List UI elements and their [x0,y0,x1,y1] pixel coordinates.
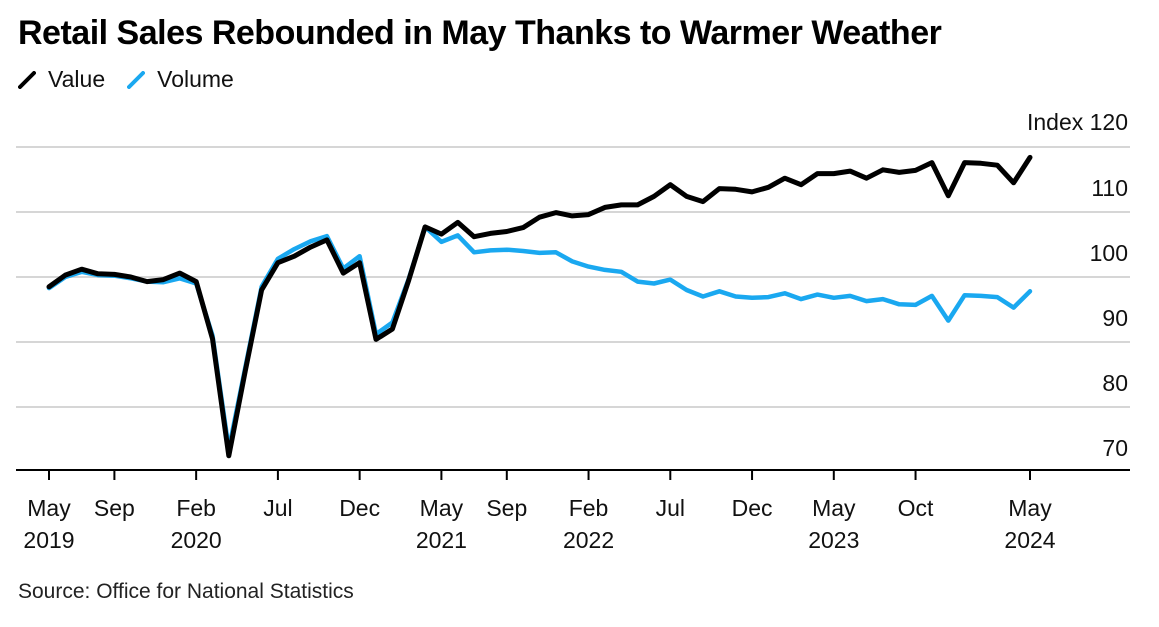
x-tick-label-month: Sep [94,495,135,521]
x-tick-label-year: 2022 [563,527,614,553]
y-tick-label: 110 [1091,175,1128,201]
series-line-volume [46,224,1033,452]
legend-label-value: Value [48,66,106,92]
x-tick-label-month: Dec [732,495,773,521]
legend: Value Volume [18,66,256,93]
x-tick-label-month: Feb [569,495,609,521]
y-tick-label: 80 [1102,370,1128,396]
x-tick-label-year: 2024 [1004,527,1055,553]
legend-line-icon-value [18,70,36,89]
x-tick-label-month: May [27,495,71,521]
y-tick-label: 100 [1090,240,1128,266]
x-tick-label-year: 2020 [171,527,222,553]
y-tick-label: 70 [1102,435,1128,461]
x-tick-label-month: Oct [898,495,934,521]
legend-label-volume: Volume [157,66,234,92]
chart-title: Retail Sales Rebounded in May Thanks to … [18,14,942,52]
x-tick-label-month: Jul [656,495,685,521]
y-tick-label: Index 120 [1027,109,1128,135]
legend-item-value: Value [18,66,105,93]
x-tick-label-month: Sep [486,495,527,521]
x-tick-label-month: Dec [339,495,380,521]
source-note: Source: Office for National Statistics [18,580,354,603]
x-tick-label-month: May [1008,495,1052,521]
legend-item-volume: Volume [127,66,234,93]
x-tick-label-month: May [812,495,856,521]
x-tick-label-month: Jul [263,495,292,521]
series-line-value [46,154,1033,459]
legend-line-icon-volume [127,70,146,89]
x-tick-label-year: 2021 [416,527,467,553]
x-tick-label-year: 2023 [808,527,859,553]
y-tick-label: 90 [1102,305,1128,331]
x-tick-label-month: Feb [176,495,216,521]
x-tick-label-year: 2019 [23,527,74,553]
x-tick-label-month: May [420,495,464,521]
